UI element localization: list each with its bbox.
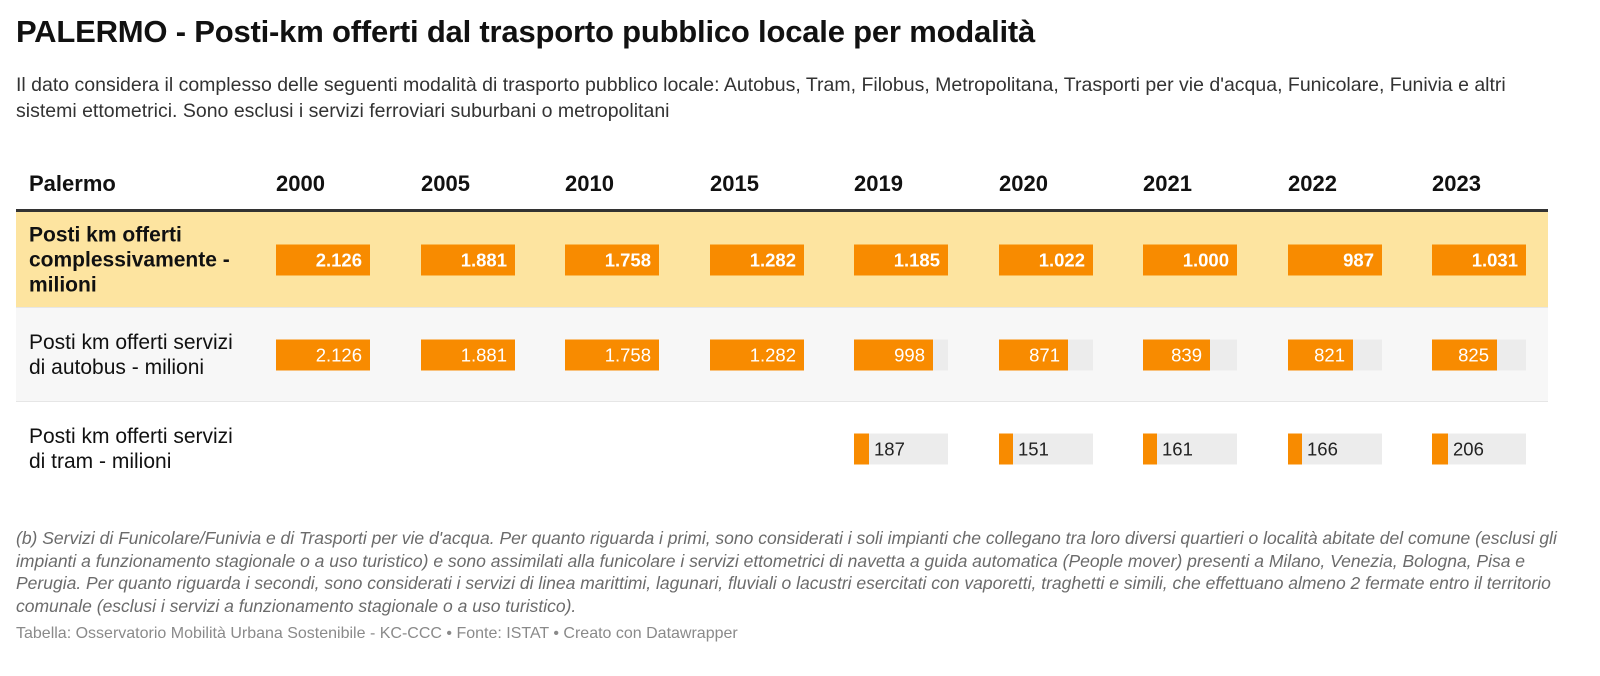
bar-value-label: 187 xyxy=(874,438,905,460)
bar-cell: 187 xyxy=(854,433,948,465)
row-label: Posti km offerti servizi di tram - milio… xyxy=(29,425,233,473)
bar-value-label: 166 xyxy=(1307,438,1338,460)
bar xyxy=(1432,244,1526,275)
bar-value-label: 987 xyxy=(1343,249,1374,270)
chart-subtitle: Il dato considera il complesso delle seg… xyxy=(16,74,1506,122)
bar xyxy=(1288,244,1382,275)
bar-cell: 1.185 xyxy=(854,244,948,275)
bar-value-label: 1.185 xyxy=(893,249,940,270)
bar xyxy=(854,433,869,465)
bar xyxy=(999,244,1093,275)
bar xyxy=(710,244,804,275)
column-header-2000: 2000 xyxy=(276,171,325,196)
bar xyxy=(999,339,1068,370)
column-header-2019: 2019 xyxy=(854,171,903,196)
bar-value-label: 825 xyxy=(1458,344,1489,365)
bar-cell: 839 xyxy=(1143,339,1237,370)
bar-value-label: 871 xyxy=(1029,344,1060,365)
bar-value-label: 1.031 xyxy=(1471,249,1518,270)
column-header-2020: 2020 xyxy=(999,171,1048,196)
bar-value-label: 1.022 xyxy=(1038,249,1085,270)
bar-cell: 1.758 xyxy=(565,339,659,370)
row-label: Posti km offerti complessivamente -milio… xyxy=(29,223,230,296)
bar-cell: 987 xyxy=(1288,244,1382,275)
row-label: Posti km offerti servizi di autobus - mi… xyxy=(29,330,233,379)
table-row: Posti km offerti servizi di tram - milio… xyxy=(16,402,1548,496)
bar-value-label: 151 xyxy=(1018,438,1049,460)
bar xyxy=(1143,339,1210,370)
bar-value-label: 1.758 xyxy=(604,249,651,270)
bar xyxy=(1143,244,1237,275)
bar xyxy=(854,244,948,275)
bar-cell: 161 xyxy=(1143,433,1237,465)
table-body: Posti km offerti complessivamente -milio… xyxy=(16,212,1548,496)
bar-value-label: 206 xyxy=(1453,438,1484,460)
bar-cell: 871 xyxy=(999,339,1093,370)
table-row: Posti km offerti complessivamente -milio… xyxy=(16,212,1548,308)
column-header-2005: 2005 xyxy=(421,171,470,196)
bar-value-label: 998 xyxy=(894,344,925,365)
bar-cell: 151 xyxy=(999,433,1093,465)
column-header-2022: 2022 xyxy=(1288,171,1337,196)
bar-value-label: 839 xyxy=(1171,344,1202,365)
bar xyxy=(421,244,515,275)
bar xyxy=(565,244,659,275)
bar-cell: 1.881 xyxy=(421,244,515,275)
column-header-2010: 2010 xyxy=(565,171,614,196)
bar-cell: 2.126 xyxy=(276,339,370,370)
footnote: (b) Servizi di Funicolare/Funivia e di T… xyxy=(16,528,1557,616)
bar xyxy=(1288,433,1302,465)
bar-value-label: 1.000 xyxy=(1182,249,1229,270)
bar-value-label: 2.126 xyxy=(315,344,362,365)
bar xyxy=(1143,433,1157,465)
bar xyxy=(1432,339,1497,370)
header-label: Palermo xyxy=(29,171,116,196)
bar-value-label: 1.758 xyxy=(604,344,651,365)
source-line: Tabella: Osservatorio Mobilità Urbana So… xyxy=(16,625,738,642)
column-header-2021: 2021 xyxy=(1143,171,1192,196)
bar xyxy=(854,339,933,370)
bar-cell: 206 xyxy=(1432,433,1526,465)
bar-cell: 1.000 xyxy=(1143,244,1237,275)
bar xyxy=(276,339,370,370)
column-header-2023: 2023 xyxy=(1432,171,1481,196)
bar-cell: 1.031 xyxy=(1432,244,1526,275)
chart-title: PALERMO - Posti-km offerti dal trasporto… xyxy=(16,14,1036,49)
bar xyxy=(1288,339,1353,370)
bar-value-label: 2.126 xyxy=(315,249,362,270)
data-table: Palermo 2000 2005 2010 2015 2019 2020 2021 2022… xyxy=(16,160,1548,496)
bar-cell: 166 xyxy=(1288,433,1382,465)
bar-cell: 2.126 xyxy=(276,244,370,275)
bar-cell: 825 xyxy=(1432,339,1526,370)
table-row: Posti km offerti servizi di autobus - mi… xyxy=(16,308,1548,402)
table-header: Palermo 2000 2005 2010 2015 2019 2020 2021 2022… xyxy=(16,160,1548,212)
bar-cell: 1.282 xyxy=(710,339,804,370)
bar-cell: 1.881 xyxy=(421,339,515,370)
bar-value-label: 1.881 xyxy=(460,249,507,270)
bar-value-label: 821 xyxy=(1314,344,1345,365)
bar xyxy=(565,339,659,370)
bar-cell: 1.022 xyxy=(999,244,1093,275)
bar xyxy=(421,339,515,370)
bar-value-label: 1.282 xyxy=(749,249,796,270)
bar-cell: 1.758 xyxy=(565,244,659,275)
bar-value-label: 1.282 xyxy=(749,344,796,365)
bar xyxy=(1432,433,1448,465)
bar-cell: 821 xyxy=(1288,339,1382,370)
bar-cell: 1.282 xyxy=(710,244,804,275)
bar-value-label: 161 xyxy=(1162,438,1193,460)
bar-cell: 998 xyxy=(854,339,948,370)
bar-value-label: 1.881 xyxy=(460,344,507,365)
bar xyxy=(276,244,370,275)
bar xyxy=(710,339,804,370)
bar xyxy=(999,433,1013,465)
column-header-2015: 2015 xyxy=(710,171,759,196)
